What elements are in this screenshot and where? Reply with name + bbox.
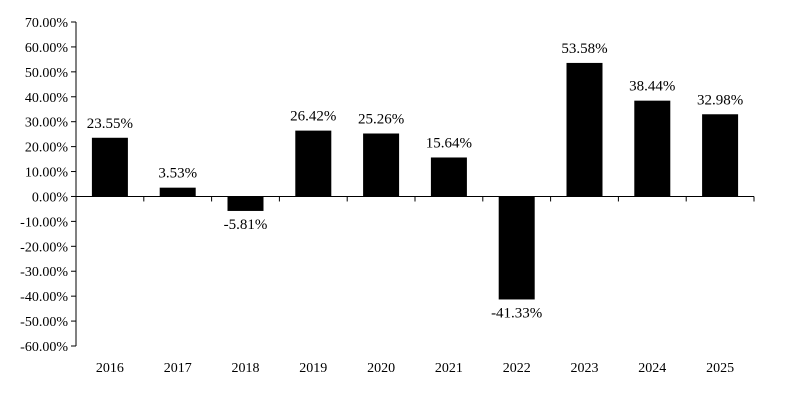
data-label: 3.53% (158, 166, 197, 182)
y-axis: 70.00% 60.00% 50.00% 40.00% 30.00% 20.00% 10.0… (20, 16, 77, 355)
x-tick-label: 2017 (164, 361, 192, 376)
y-tick-label: 10.00% (25, 166, 69, 181)
y-tick-label: -10.00% (20, 215, 68, 230)
y-tick-label: -30.00% (20, 265, 68, 280)
y-tick-label: 20.00% (25, 141, 69, 156)
y-tick-label: -50.00% (20, 315, 68, 330)
bar-2017 (159, 187, 196, 197)
x-tick-label: 2016 (96, 361, 124, 376)
y-tick-label: 50.00% (25, 66, 69, 81)
data-label: 25.26% (358, 112, 404, 128)
bar-2024 (634, 100, 671, 197)
bar-2023 (566, 62, 603, 197)
y-tick-label: -20.00% (20, 240, 68, 255)
data-labels-group: 23.55% 3.53% -5.81% 26.42% 25.26% 15.64% -41.3… (87, 41, 743, 322)
data-label: 53.58% (561, 41, 607, 57)
data-label: 15.64% (426, 135, 472, 151)
bar-2021 (430, 157, 467, 197)
data-label: 23.55% (87, 116, 133, 132)
x-tick-label: 2018 (232, 361, 260, 376)
y-tick-label: 70.00% (25, 16, 69, 31)
bar-2022 (498, 196, 535, 300)
y-tick-label: -60.00% (20, 340, 68, 355)
data-label: 38.44% (629, 79, 675, 95)
bar-2020 (363, 133, 400, 197)
data-label: -5.81% (224, 217, 268, 233)
x-tick-label: 2019 (299, 361, 327, 376)
x-tick-label: 2025 (706, 361, 734, 376)
bars-group (91, 62, 739, 300)
y-tick-label: 30.00% (25, 116, 69, 131)
x-tick-label: 2020 (367, 361, 395, 376)
bar-2025 (702, 114, 739, 197)
x-tick-label: 2024 (638, 361, 666, 376)
bar-2016 (91, 137, 128, 197)
bar-2018 (227, 196, 264, 211)
y-tick-label: -40.00% (20, 290, 68, 305)
bar-2019 (295, 130, 332, 197)
y-tick-label: 0.00% (32, 190, 69, 205)
x-tick-label: 2021 (435, 361, 463, 376)
data-label: 26.42% (290, 109, 336, 125)
x-tick-label: 2022 (503, 361, 531, 376)
y-tick-label: 60.00% (25, 41, 69, 56)
data-label: -41.33% (491, 305, 542, 321)
y-tick-label: 40.00% (25, 91, 69, 106)
x-axis: 2016 2017 2018 2019 2020 2021 2022 2023 2024 2025 (75, 195, 755, 376)
data-label: 32.98% (697, 92, 743, 108)
x-tick-label: 2023 (571, 361, 599, 376)
